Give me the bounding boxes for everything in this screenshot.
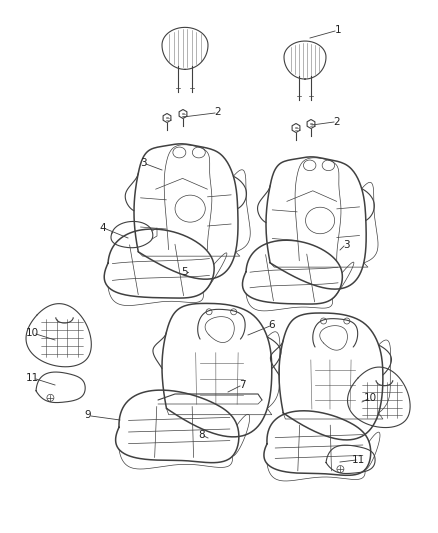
- Text: 9: 9: [85, 410, 91, 420]
- Text: 2: 2: [215, 107, 221, 117]
- Text: 4: 4: [100, 223, 106, 233]
- Text: 3: 3: [343, 240, 350, 250]
- Text: 10: 10: [364, 393, 377, 403]
- Text: 11: 11: [351, 455, 364, 465]
- Text: 2: 2: [334, 117, 340, 127]
- Text: 5: 5: [182, 267, 188, 277]
- Text: 6: 6: [268, 320, 276, 330]
- Text: 3: 3: [140, 158, 146, 168]
- Text: 7: 7: [239, 380, 245, 390]
- Text: 11: 11: [25, 373, 39, 383]
- Text: 1: 1: [335, 25, 341, 35]
- Text: 10: 10: [25, 328, 39, 338]
- Text: 8: 8: [199, 430, 205, 440]
